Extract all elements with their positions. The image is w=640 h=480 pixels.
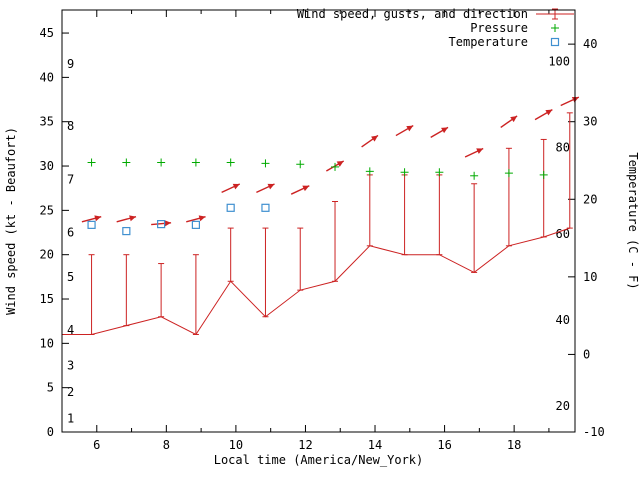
- svg-text:60: 60: [556, 227, 570, 241]
- legend: Wind speed, gusts, and directionPressure…: [297, 7, 574, 49]
- temperature-series: [87, 203, 270, 236]
- svg-text:14: 14: [368, 438, 382, 452]
- svg-text:4: 4: [67, 323, 74, 337]
- plot-border: [61, 9, 576, 433]
- svg-text:9: 9: [67, 57, 74, 71]
- svg-text:30: 30: [40, 159, 54, 173]
- svg-text:3: 3: [67, 359, 74, 373]
- svg-text:Wind speed, gusts, and directi: Wind speed, gusts, and direction: [297, 7, 528, 21]
- svg-text:30: 30: [583, 115, 597, 129]
- svg-text:0: 0: [583, 347, 590, 361]
- svg-text:7: 7: [67, 172, 74, 186]
- svg-text:-10: -10: [583, 425, 605, 439]
- svg-text:2: 2: [67, 385, 74, 399]
- svg-text:20: 20: [40, 248, 54, 262]
- svg-text:10: 10: [40, 336, 54, 350]
- svg-text:5: 5: [67, 270, 74, 284]
- y-right-axis-title: Temperature (C - F): [626, 152, 640, 289]
- svg-text:0: 0: [47, 425, 54, 439]
- svg-text:10: 10: [583, 270, 597, 284]
- svg-text:10: 10: [229, 438, 243, 452]
- svg-text:100: 100: [548, 54, 570, 68]
- svg-text:35: 35: [40, 115, 54, 129]
- svg-text:80: 80: [556, 141, 570, 155]
- svg-text:8: 8: [163, 438, 170, 452]
- svg-text:16: 16: [437, 438, 451, 452]
- axis-labels: Local time (America/New_York) Wind speed …: [4, 127, 640, 467]
- svg-text:45: 45: [40, 26, 54, 40]
- svg-text:6: 6: [67, 226, 74, 240]
- y-left-axis: 0 5 10 15 20 25 30 35 40 45: [40, 26, 69, 439]
- svg-text:20: 20: [556, 399, 570, 413]
- x-axis-title: Local time (America/New_York): [214, 453, 424, 467]
- svg-text:Temperature: Temperature: [449, 35, 528, 49]
- svg-text:5: 5: [47, 381, 54, 395]
- svg-text:8: 8: [67, 119, 74, 133]
- svg-text:40: 40: [556, 313, 570, 327]
- svg-text:18: 18: [507, 438, 521, 452]
- svg-text:1: 1: [67, 412, 74, 426]
- svg-text:40: 40: [583, 37, 597, 51]
- beaufort-scale-labels: 1 2 3 4 5 6 7 8 9: [67, 57, 74, 426]
- pressure-series: [87, 158, 548, 180]
- y-left-axis-title: Wind speed (kt - Beaufort): [4, 127, 18, 315]
- svg-text:Pressure: Pressure: [470, 21, 528, 35]
- x-axis: 6 8 10 12 14 16 18: [93, 10, 550, 452]
- svg-text:20: 20: [583, 192, 597, 206]
- svg-text:25: 25: [40, 203, 54, 217]
- fahrenheit-scale-labels: 20 40 60 80 100: [548, 54, 570, 413]
- svg-text:12: 12: [298, 438, 312, 452]
- svg-text:15: 15: [40, 292, 54, 306]
- wind-series: [62, 96, 580, 336]
- svg-text:6: 6: [93, 438, 100, 452]
- svg-text:40: 40: [40, 70, 54, 84]
